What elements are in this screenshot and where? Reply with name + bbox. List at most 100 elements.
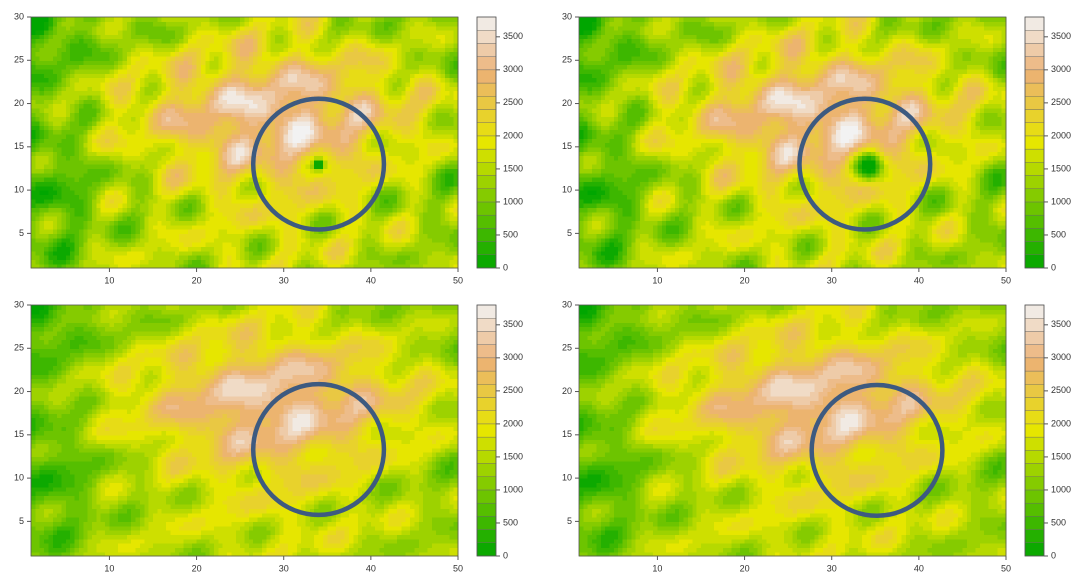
terrain-cell [123, 34, 128, 39]
terrain-cell [218, 39, 223, 44]
terrain-cell [57, 108, 62, 113]
terrain-cell [288, 255, 293, 260]
terrain-cell [35, 194, 40, 199]
terrain-cell [292, 86, 297, 91]
terrain-cell [44, 21, 49, 26]
terrain-cell [35, 82, 40, 87]
terrain-cell [153, 99, 158, 104]
terrain-cell [266, 216, 271, 221]
terrain-cell [388, 147, 393, 152]
terrain-cell [375, 121, 380, 126]
terrain-cell [101, 47, 106, 52]
terrain-cell [284, 95, 289, 100]
terrain-cell [301, 173, 306, 178]
terrain-cell [188, 181, 193, 186]
terrain-cell [240, 229, 245, 234]
terrain-cell [279, 60, 284, 65]
terrain-cell [144, 112, 149, 117]
terrain-cell [92, 233, 97, 238]
terrain-cell [31, 216, 36, 221]
terrain-cell [192, 233, 197, 238]
terrain-cell [297, 238, 302, 243]
terrain-cell [258, 242, 263, 247]
terrain-cell [57, 164, 62, 169]
terrain-cell [123, 78, 128, 83]
terrain-cell [83, 134, 88, 139]
terrain-cell [245, 91, 250, 96]
terrain-cell [162, 251, 167, 256]
terrain-cell [397, 151, 402, 156]
terrain-cell [292, 164, 297, 169]
terrain-cell [79, 99, 84, 104]
terrain-cell [345, 160, 350, 165]
terrain-cell [393, 164, 398, 169]
terrain-cell [197, 112, 202, 117]
terrain-cell [31, 212, 36, 217]
terrain-cell [266, 155, 271, 160]
terrain-cell [349, 21, 354, 26]
terrain-cell [367, 229, 372, 234]
terrain-cell [397, 242, 402, 247]
terrain-cell [40, 233, 45, 238]
terrain-cell [162, 60, 167, 65]
terrain-cell [35, 73, 40, 78]
terrain-cell [92, 194, 97, 199]
terrain-cell [153, 143, 158, 148]
terrain-cell [297, 233, 302, 238]
terrain-cell [353, 130, 358, 135]
terrain-cell [388, 73, 393, 78]
terrain-cell [70, 143, 75, 148]
terrain-cell [101, 86, 106, 91]
terrain-cell [118, 117, 123, 122]
terrain-cell [231, 69, 236, 74]
terrain-cell [279, 69, 284, 74]
terrain-cell [214, 138, 219, 143]
terrain-cell [358, 65, 363, 70]
terrain-cell [380, 34, 385, 39]
terrain-cell [284, 82, 289, 87]
terrain-cell [40, 143, 45, 148]
terrain-cell [210, 78, 215, 83]
terrain-cell [249, 104, 254, 109]
terrain-cell [231, 143, 236, 148]
terrain-cell [245, 233, 250, 238]
terrain-cell [367, 220, 372, 225]
terrain-cell [227, 173, 232, 178]
terrain-cell [144, 43, 149, 48]
terrain-cell [96, 52, 101, 57]
terrain-cell [292, 56, 297, 61]
terrain-cell [140, 134, 145, 139]
terrain-cell [288, 95, 293, 100]
terrain-cell [353, 251, 358, 256]
terrain-cell [310, 91, 315, 96]
terrain-cell [131, 212, 136, 217]
terrain-cell [223, 78, 228, 83]
terrain-cell [92, 225, 97, 230]
terrain-cell [236, 155, 241, 160]
terrain-cell [88, 199, 93, 204]
terrain-cell [136, 52, 141, 57]
terrain-cell [218, 86, 223, 91]
terrain-cell [262, 255, 267, 260]
terrain-cell [40, 60, 45, 65]
terrain-cell [288, 259, 293, 264]
terrain-cell [192, 190, 197, 195]
terrain-cell [44, 91, 49, 96]
terrain-cell [210, 216, 215, 221]
terrain-cell [288, 69, 293, 74]
terrain-cell [127, 39, 132, 44]
terrain-cell [401, 160, 406, 165]
terrain-cell [236, 199, 241, 204]
terrain-cell [136, 203, 141, 208]
terrain-cell [175, 78, 180, 83]
terrain-cell [258, 203, 263, 208]
terrain-cell [53, 34, 58, 39]
terrain-cell [231, 65, 236, 70]
terrain-cell [218, 173, 223, 178]
terrain-cell [258, 112, 263, 117]
terrain-cell [149, 95, 154, 100]
terrain-cell [170, 125, 175, 130]
terrain-cell [384, 216, 389, 221]
terrain-cell [249, 95, 254, 100]
terrain-cell [262, 91, 267, 96]
